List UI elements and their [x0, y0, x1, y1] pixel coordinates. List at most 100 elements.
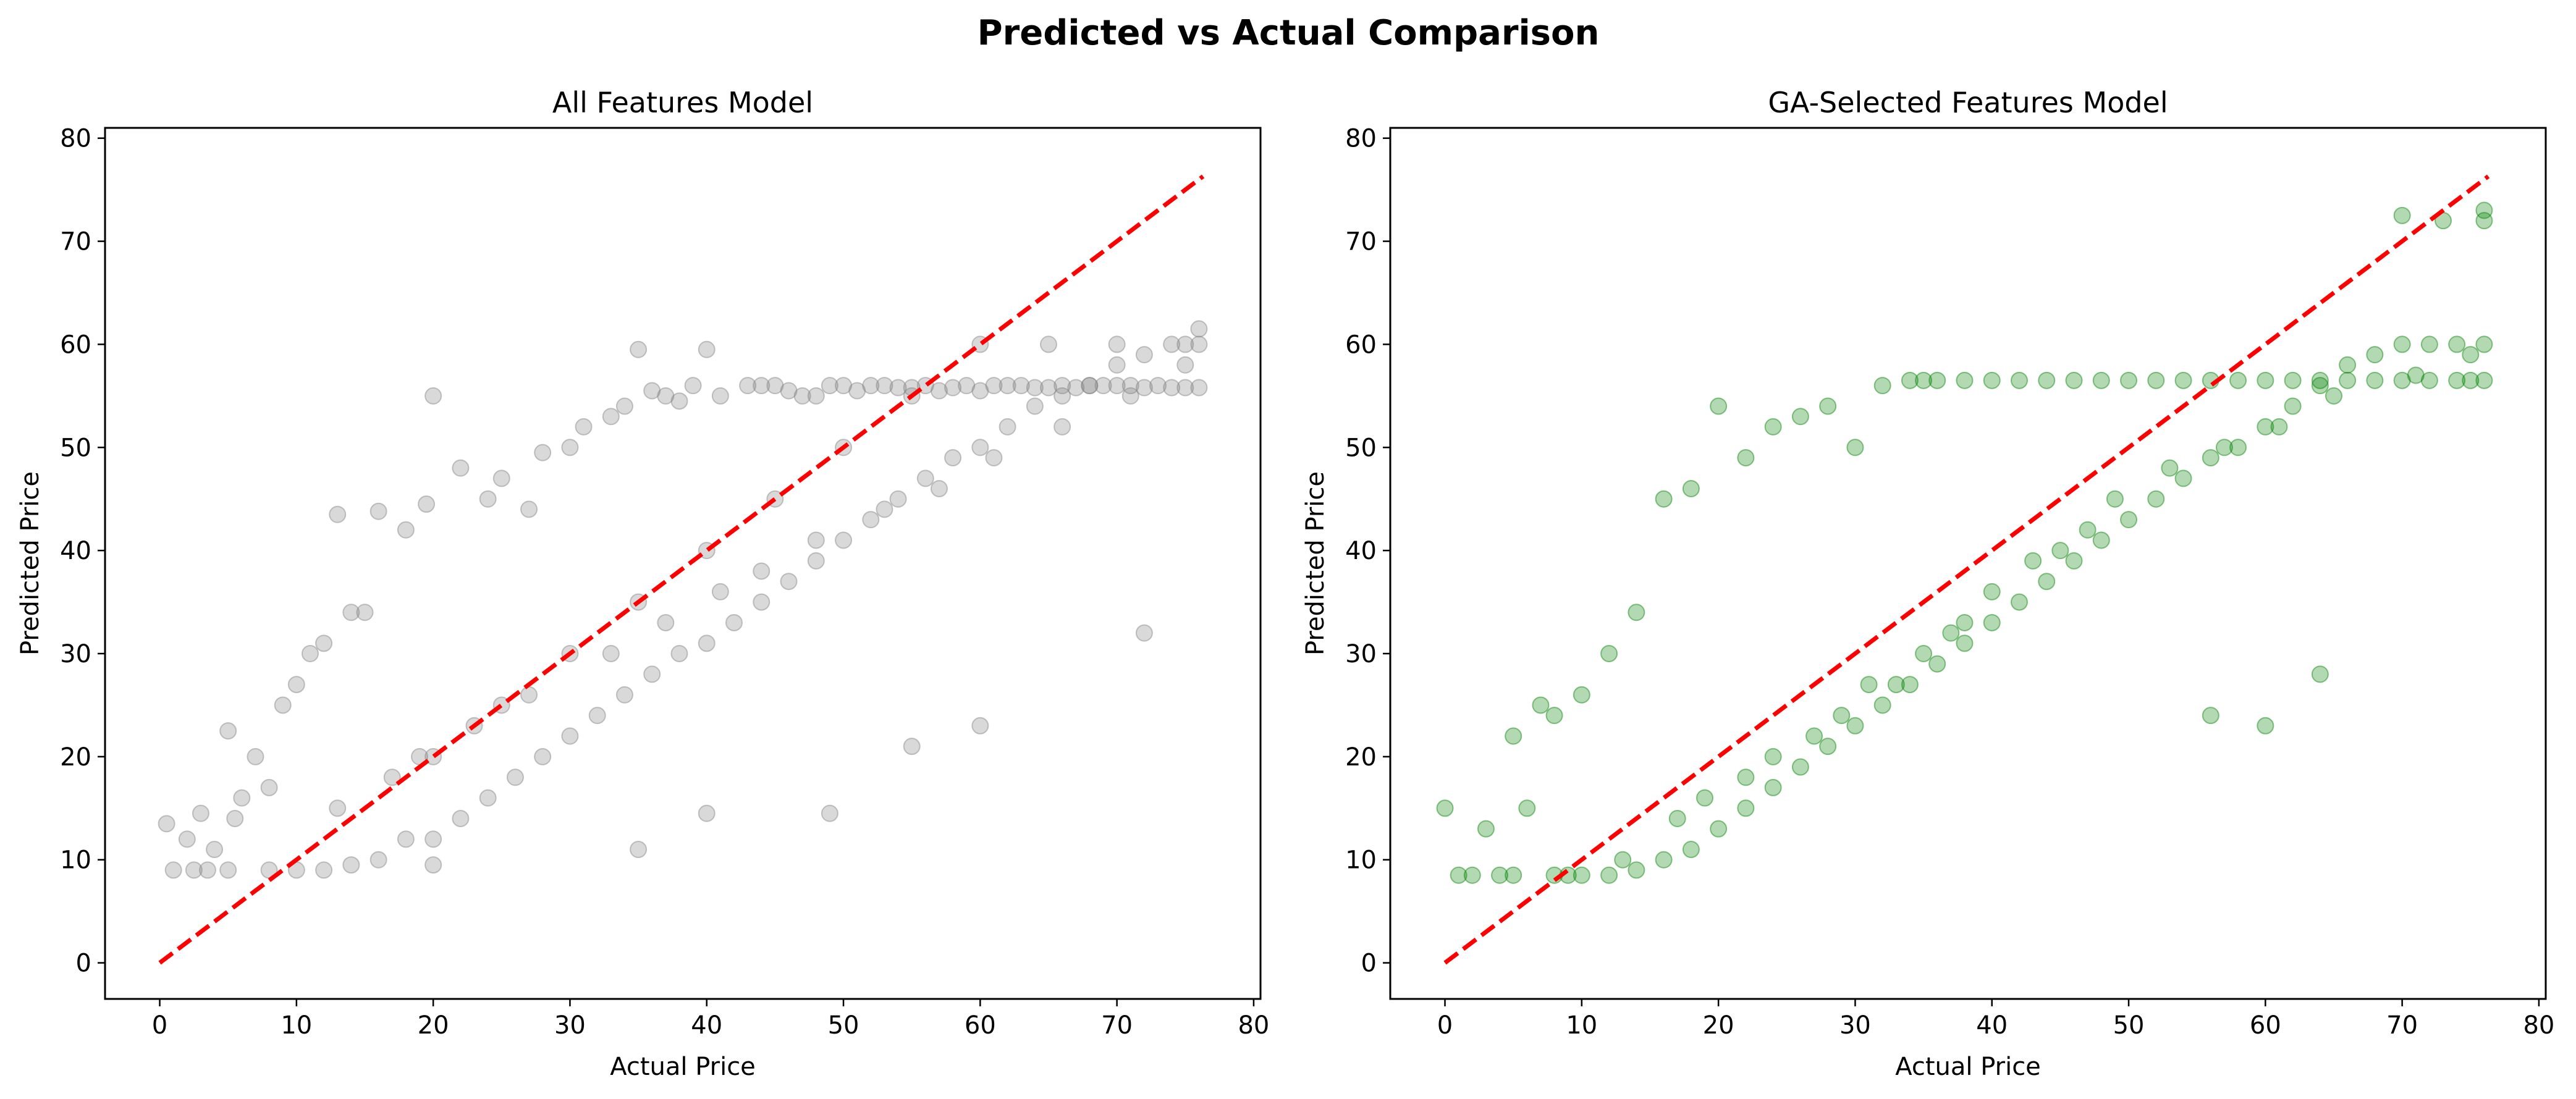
data-point [1682, 841, 1700, 859]
data-point [698, 340, 716, 358]
y-tick-label: 30 [60, 640, 91, 668]
data-point [260, 778, 278, 796]
data-point [1545, 707, 1563, 725]
data-point [835, 531, 853, 549]
data-point [164, 861, 182, 879]
data-point [2311, 665, 2329, 683]
data-point [1983, 583, 2001, 600]
data-point [1983, 613, 2001, 631]
data-point [2147, 490, 2165, 508]
panel-title: All Features Model [552, 86, 813, 119]
reference-line [158, 174, 1205, 965]
data-point [684, 377, 702, 395]
data-point [2407, 366, 2425, 384]
y-tick-label: 80 [1345, 125, 1377, 153]
data-point [848, 382, 866, 400]
data-point [615, 397, 633, 415]
x-tick-label: 30 [554, 1011, 586, 1040]
data-point [1805, 727, 1823, 745]
data-point [862, 511, 880, 529]
data-point [711, 387, 729, 405]
data-point [452, 809, 470, 827]
data-point [971, 717, 989, 735]
data-point [274, 696, 292, 714]
data-point [1532, 696, 1550, 714]
data-point [958, 377, 976, 395]
y-tick-label: 50 [60, 434, 91, 462]
data-point [2051, 542, 2069, 560]
data-point [1436, 799, 1454, 817]
y-tick-label: 40 [60, 537, 91, 565]
data-point [698, 634, 716, 652]
data-point [2065, 552, 2083, 570]
data-point [1915, 371, 1933, 389]
data-point [575, 418, 593, 436]
x-tick-label: 20 [418, 1011, 449, 1040]
data-point [2393, 206, 2411, 224]
data-point [2284, 397, 2302, 415]
data-point [630, 841, 648, 859]
data-point [479, 789, 497, 807]
data-point [1628, 861, 1645, 879]
data-point [1135, 624, 1153, 642]
data-point [2024, 552, 2042, 570]
data-point [1108, 377, 1126, 395]
y-tick-label: 0 [76, 950, 91, 978]
x-tick-label: 40 [691, 1011, 722, 1040]
data-point [219, 861, 237, 879]
data-point [520, 686, 538, 704]
data-point [1491, 866, 1509, 884]
data-point [2270, 418, 2288, 436]
figure-suptitle: Predicted vs Actual Comparison [978, 13, 1600, 53]
data-point [766, 377, 784, 395]
y-tick-label: 20 [1345, 743, 1377, 772]
data-point [1573, 866, 1590, 884]
y-tick-label: 60 [60, 331, 91, 359]
data-point [1682, 480, 1700, 498]
data-point [561, 727, 579, 745]
data-point [198, 861, 216, 879]
data-point [370, 502, 387, 520]
data-point [916, 469, 934, 487]
data-point [1190, 320, 1208, 338]
data-point [1600, 645, 1618, 663]
data-point [301, 645, 319, 663]
data-point [1764, 747, 1782, 765]
data-point [1915, 645, 1933, 663]
data-point [1054, 377, 1071, 395]
data-point [1710, 397, 1728, 415]
data-point [971, 439, 989, 457]
data-point [739, 377, 757, 395]
data-point [1176, 356, 1194, 374]
data-point [2366, 346, 2384, 364]
data-point [1505, 866, 1522, 884]
data-point [1135, 346, 1153, 364]
axis-ticks: 0 10 20 30 40 50 60 70 80 0 10 20 30 40 50 60 70 80 [60, 125, 1269, 1040]
data-point [2038, 573, 2056, 591]
x-tick-label: 80 [1238, 1011, 1269, 1040]
data-point [2284, 371, 2302, 389]
x-tick-label: 20 [1703, 1011, 1734, 1040]
data-point [383, 768, 401, 786]
data-point [1764, 778, 1782, 796]
y-axis-label: Predicted Price [1301, 471, 1330, 655]
data-point [315, 634, 333, 652]
data-point [1067, 379, 1085, 397]
data-point [192, 804, 209, 822]
data-point [178, 830, 196, 848]
data-point [1819, 397, 1837, 415]
data-point [780, 382, 798, 400]
data-point [1846, 717, 1864, 735]
x-tick-label: 0 [1437, 1011, 1453, 1040]
data-point [206, 841, 224, 859]
data-point [2038, 371, 2056, 389]
axis-ticks: 0 10 20 30 40 50 60 70 80 0 10 20 30 40 50 60 70 80 [1345, 125, 2554, 1040]
data-point [2147, 371, 2165, 389]
data-point [1190, 379, 1208, 397]
data-point [2010, 371, 2028, 389]
y-tick-label: 20 [60, 743, 91, 772]
data-point [2229, 439, 2247, 457]
data-point [2257, 418, 2274, 436]
data-point [1901, 371, 1919, 389]
data-point [1573, 686, 1590, 704]
